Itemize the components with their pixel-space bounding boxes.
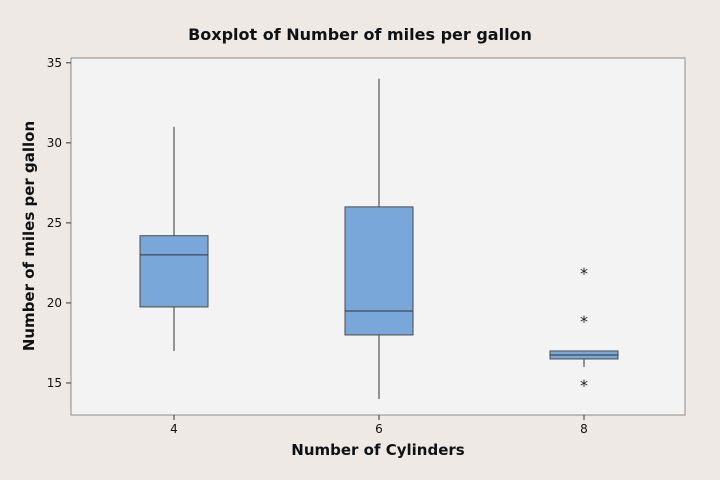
y-tick-label: 20 [47, 296, 62, 310]
x-tick-label: 6 [375, 422, 383, 436]
box-6 [344, 78, 414, 399]
iqr-box [139, 235, 209, 308]
outlier-marker: * [580, 264, 588, 283]
chart-title: Boxplot of Number of miles per gallon [188, 25, 532, 44]
box-4 [139, 126, 209, 351]
y-tick-label: 30 [47, 136, 62, 150]
x-tick-label: 8 [580, 422, 588, 436]
x-axis-label: Number of Cylinders [291, 441, 465, 459]
iqr-box [344, 206, 414, 336]
y-tick-label: 25 [47, 216, 62, 230]
x-axis-ticks: 4 6 8 [170, 415, 588, 436]
outlier-marker: * [580, 376, 588, 395]
y-tick-label: 35 [47, 56, 62, 70]
y-axis-label: Number of miles per gallon [20, 121, 38, 351]
y-axis-ticks: 15 20 25 30 35 [47, 56, 71, 390]
boxes-group: * * * [139, 78, 619, 399]
box-8: * * * [549, 264, 619, 395]
outlier-marker: * [580, 312, 588, 331]
x-tick-label: 4 [170, 422, 178, 436]
y-tick-label: 15 [47, 376, 62, 390]
